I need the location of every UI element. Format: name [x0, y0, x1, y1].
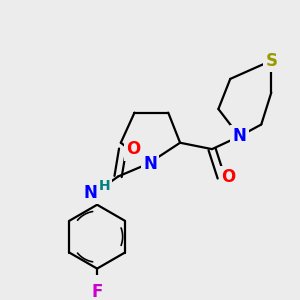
Text: O: O: [127, 140, 141, 158]
Text: O: O: [221, 168, 236, 186]
Text: N: N: [232, 128, 246, 146]
Text: H: H: [99, 178, 110, 193]
Text: N: N: [84, 184, 98, 202]
Text: N: N: [143, 155, 157, 173]
Text: S: S: [265, 52, 277, 70]
Text: F: F: [92, 283, 103, 300]
